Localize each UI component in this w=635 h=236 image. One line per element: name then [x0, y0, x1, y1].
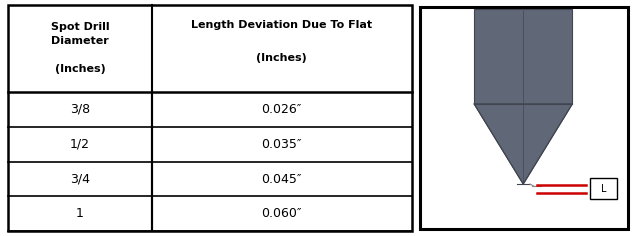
Bar — [474, 9, 572, 104]
Text: 3/4: 3/4 — [70, 173, 90, 185]
Text: 0.026″: 0.026″ — [262, 103, 302, 116]
Text: 0.035″: 0.035″ — [262, 138, 302, 151]
Text: 0.060″: 0.060″ — [262, 207, 302, 220]
Polygon shape — [474, 104, 572, 184]
Bar — [591, 178, 617, 199]
Text: Spot Drill
Diameter

(Inches): Spot Drill Diameter (Inches) — [51, 22, 109, 74]
Text: L: L — [601, 184, 606, 194]
Text: 0.045″: 0.045″ — [262, 173, 302, 185]
Text: 1: 1 — [76, 207, 84, 220]
Text: 1/2: 1/2 — [70, 138, 90, 151]
Text: 3/8: 3/8 — [70, 103, 90, 116]
Text: Length Deviation Due To Flat

(Inches): Length Deviation Due To Flat (Inches) — [191, 20, 372, 63]
